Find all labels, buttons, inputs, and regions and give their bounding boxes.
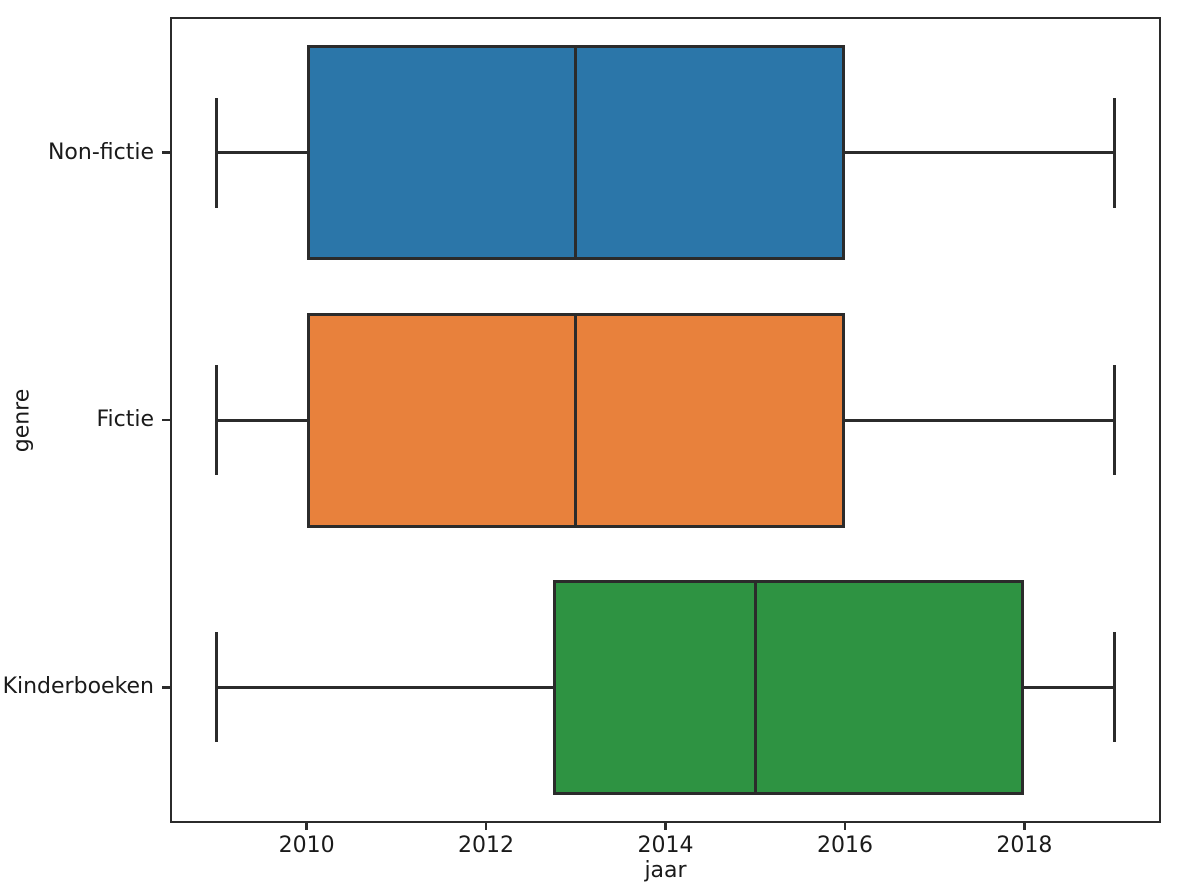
x-tick-label: 2012 (458, 833, 515, 858)
x-tick (484, 821, 488, 830)
x-tick-label: 2018 (996, 833, 1053, 858)
y-tick-label: Non-fictie (47, 139, 154, 165)
whisker-cap-low (215, 97, 219, 208)
whisker-line-high (844, 418, 1115, 422)
x-tick (1023, 821, 1026, 830)
x-tick (305, 821, 308, 830)
x-axis-title: jaar (644, 858, 687, 883)
y-axis-title-text: genre (9, 388, 35, 452)
x-tick (664, 821, 667, 830)
y-tick (162, 686, 172, 689)
whisker-cap-high (1112, 97, 1116, 208)
whisker-line-low (216, 685, 554, 689)
median-line (753, 579, 757, 795)
x-tick (843, 821, 847, 830)
median-line (574, 312, 578, 528)
median-line (574, 45, 578, 261)
whisker-cap-high (1112, 365, 1116, 475)
y-tick-label: Kinderboeken (2, 674, 154, 700)
whisker-line-low (216, 418, 307, 422)
whisker-line-high (844, 151, 1115, 155)
whisker-cap-high (1112, 632, 1116, 743)
whisker-cap-low (215, 632, 219, 743)
y-tick-label: Fictie (96, 407, 154, 432)
x-tick-label: 2014 (637, 833, 694, 858)
whisker-cap-low (215, 365, 219, 475)
plot-area: Non-fictie Fictie Kinderboeken 2010 2012 2014… (3, 17, 1161, 858)
x-tick-label: 2016 (816, 833, 873, 858)
whisker-line-low (216, 151, 307, 155)
y-axis-title: genre (0, 20, 44, 820)
box (553, 579, 1025, 795)
whisker-line-high (1024, 685, 1115, 689)
y-tick (162, 151, 172, 154)
y-tick (162, 418, 172, 422)
x-tick-label: 2010 (278, 833, 335, 858)
